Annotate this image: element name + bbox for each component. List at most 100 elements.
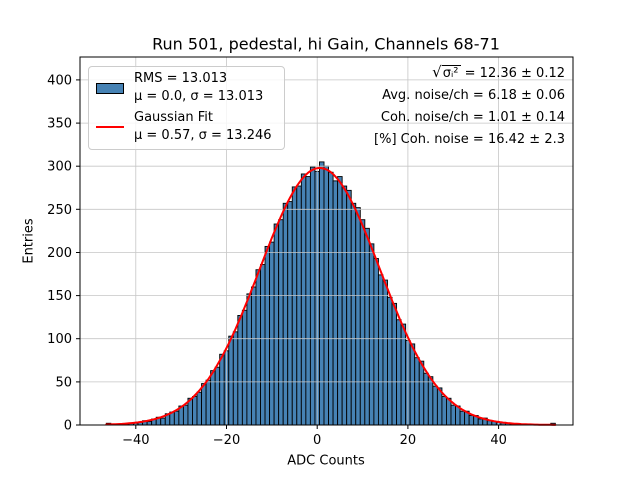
histogram-bar xyxy=(260,264,266,426)
histogram-bar xyxy=(201,383,207,426)
histogram-bar xyxy=(459,410,466,426)
y-tick-label: 250 xyxy=(47,203,72,218)
histogram-bar xyxy=(305,176,311,426)
histogram-bar xyxy=(341,185,348,426)
y-tick-label: 0 xyxy=(64,419,72,434)
histogram-bar xyxy=(319,161,325,426)
fit-mu-sigma-text: μ = 0.57, σ = 13.246 xyxy=(134,128,272,143)
histogram-bar xyxy=(350,202,357,426)
histogram-bar xyxy=(436,387,443,426)
histogram-bar xyxy=(414,357,420,426)
histogram-bar xyxy=(246,293,252,426)
histogram-mu-sigma-text: μ = 0.0, σ = 13.013 xyxy=(134,89,264,104)
histogram-bar xyxy=(432,385,438,426)
histogram-bar xyxy=(423,372,429,426)
histogram-bar xyxy=(287,201,293,426)
histogram-bar xyxy=(332,180,339,426)
histogram-bar xyxy=(468,415,475,426)
y-axis-label: Entries xyxy=(21,218,37,264)
y-tick-label: 200 xyxy=(47,246,72,261)
y-tick-label: 300 xyxy=(47,160,72,175)
histogram-bar xyxy=(396,319,402,426)
grid-lines xyxy=(80,57,573,425)
histogram-bar xyxy=(228,335,234,426)
sqrt-sigma-annotation: √σᵢ² = 12.36 ± 0.12 xyxy=(374,61,565,85)
chart-title: Run 501, pedestal, hi Gain, Channels 68-… xyxy=(152,34,500,54)
histogram-bar xyxy=(255,269,261,426)
histogram-bar xyxy=(450,404,456,426)
fit-name-text: Gaussian Fit xyxy=(134,110,214,125)
histogram-bar xyxy=(192,396,198,426)
axis-ticks xyxy=(76,79,500,429)
x-tick-label: 0 xyxy=(313,433,321,448)
histogram-bar xyxy=(210,370,216,426)
histogram-bar xyxy=(355,207,361,426)
histogram-bar xyxy=(273,223,280,426)
histogram-legend-label: RMS = 13.013 μ = 0.0, σ = 13.013 xyxy=(134,70,263,106)
histogram-bar xyxy=(250,286,257,426)
y-tick-label: 350 xyxy=(47,117,72,132)
y-tick-label: 50 xyxy=(55,375,72,390)
histogram-bar xyxy=(446,397,452,426)
histogram-bar xyxy=(146,421,153,426)
histogram-bar xyxy=(309,166,316,426)
avg-noise-annotation: Avg. noise/ch = 6.18 ± 0.06 xyxy=(382,88,565,103)
histogram-bars xyxy=(105,161,556,426)
sqrt-sigma-value: = 12.36 ± 0.12 xyxy=(460,66,565,81)
radical-expression: σᵢ² xyxy=(441,65,461,81)
x-axis-label: ADC Counts xyxy=(287,453,365,469)
histogram-bar xyxy=(214,366,221,426)
histogram-bar xyxy=(382,279,388,426)
histogram-bar xyxy=(346,189,352,426)
x-tick-label: 20 xyxy=(400,433,417,448)
histogram-bar xyxy=(337,176,343,426)
histogram-bar xyxy=(359,219,366,426)
histogram-bar xyxy=(160,417,166,426)
histogram-rms-text: RMS = 13.013 xyxy=(134,71,228,86)
histogram-bar xyxy=(269,241,275,426)
histogram-bar xyxy=(278,219,284,426)
histogram-bar xyxy=(296,185,302,426)
histogram-bar xyxy=(264,245,271,426)
histogram-bar xyxy=(477,418,484,426)
stats-annotations: √σᵢ² = 12.36 ± 0.12 Avg. noise/ch = 6.18… xyxy=(374,61,565,151)
histogram-bar xyxy=(427,376,434,426)
histogram-bar xyxy=(368,243,375,426)
histogram-bar xyxy=(400,323,407,426)
y-tick-label: 150 xyxy=(47,289,72,304)
plot-frame xyxy=(79,56,574,426)
histogram-bar xyxy=(196,391,202,426)
histogram-swatch xyxy=(96,82,124,94)
histogram-bar xyxy=(182,404,189,426)
coh-noise-annotation: Coh. noise/ch = 1.01 ± 0.14 xyxy=(380,110,565,125)
x-tick-label: −20 xyxy=(213,433,240,448)
histogram-bar xyxy=(409,343,416,426)
histogram-bar xyxy=(282,202,289,426)
histogram-bar xyxy=(364,227,370,426)
histogram-bar xyxy=(300,173,307,426)
legend-entry-histogram: RMS = 13.013 μ = 0.0, σ = 13.013 xyxy=(96,70,276,106)
histogram-bar xyxy=(373,258,379,426)
histogram-bar xyxy=(387,296,393,426)
histogram-bar xyxy=(441,396,447,426)
y-tick-label: 400 xyxy=(47,73,72,88)
y-tick-label: 100 xyxy=(47,332,72,347)
histogram-bar xyxy=(418,360,425,426)
histogram-bar xyxy=(391,302,398,426)
fit-line-swatch xyxy=(96,126,124,128)
fit-legend-label: Gaussian Fit μ = 0.57, σ = 13.246 xyxy=(134,109,272,145)
gaussian-fit-curve xyxy=(105,166,557,426)
histogram-bar xyxy=(377,274,384,426)
legend-entry-fit: Gaussian Fit μ = 0.57, σ = 13.246 xyxy=(96,109,276,145)
pct-coh-noise-annotation: [%] Coh. noise = 16.42 ± 2.3 xyxy=(374,132,565,147)
histogram-bar xyxy=(328,171,334,426)
histogram-bar xyxy=(173,410,180,426)
histogram-bar xyxy=(291,186,298,426)
histogram-bar xyxy=(237,315,243,426)
histogram-bar xyxy=(241,309,248,426)
histogram-bar xyxy=(205,379,212,426)
legend: RMS = 13.013 μ = 0.0, σ = 13.013 Gaussia… xyxy=(88,66,285,150)
